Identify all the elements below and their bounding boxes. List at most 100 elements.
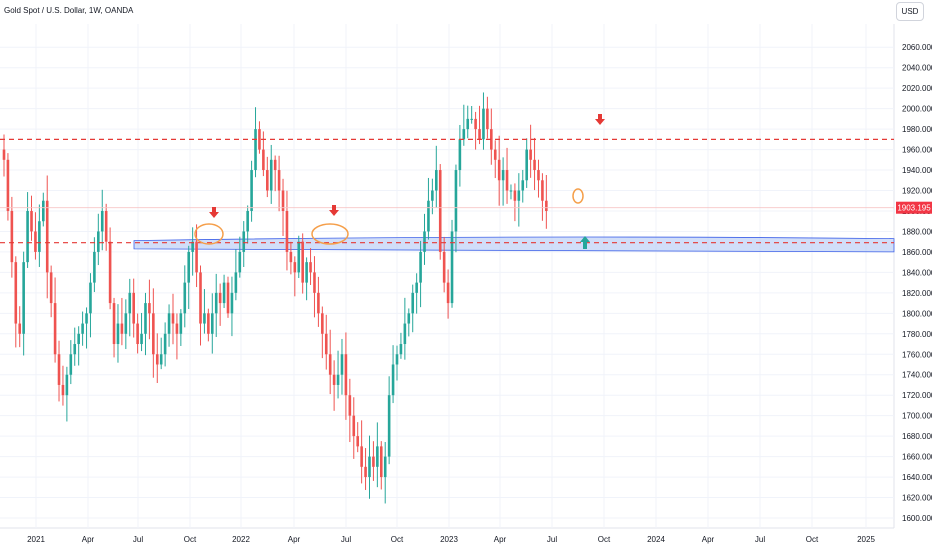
- x-tick-label: 2025: [857, 535, 875, 544]
- candle-body: [277, 170, 281, 191]
- y-tick-label: 1780.000: [902, 330, 932, 339]
- y-tick-label: 2020.000: [902, 84, 932, 93]
- y-tick-label: 1620.000: [902, 494, 932, 503]
- x-tick-label: Apr: [82, 535, 95, 544]
- candle-body: [191, 241, 194, 252]
- x-tick-label: Apr: [288, 535, 301, 544]
- highlight-circle: [311, 223, 349, 245]
- candle-body: [281, 190, 285, 211]
- candle-body: [293, 262, 297, 273]
- candle-body: [309, 262, 312, 273]
- candle-body: [57, 354, 61, 385]
- candle-body: [517, 190, 521, 201]
- candle-body: [541, 180, 544, 201]
- y-tick-label: 1980.000: [902, 125, 932, 134]
- candle-body: [458, 139, 462, 171]
- last-price-label: 1903.195: [897, 204, 931, 213]
- candle-body: [305, 262, 308, 283]
- y-tick-label: 1600.000: [902, 514, 932, 523]
- candle-body: [93, 251, 96, 283]
- candle-body: [207, 313, 210, 334]
- candle-body: [258, 129, 261, 150]
- candle-body: [108, 241, 112, 304]
- x-tick-label: Jul: [341, 535, 351, 544]
- y-tick-label: 1740.000: [902, 371, 932, 380]
- candle-body: [214, 292, 218, 314]
- candle-body: [167, 313, 171, 334]
- candle-body: [179, 313, 183, 334]
- candle-body: [262, 149, 265, 171]
- candle-body: [152, 313, 155, 355]
- candle-body: [6, 159, 10, 211]
- candle-body: [234, 272, 238, 293]
- candle-body: [352, 415, 356, 437]
- y-tick-label: 1860.000: [902, 248, 932, 257]
- candle-body: [273, 159, 277, 171]
- candle-body: [34, 231, 37, 252]
- candle-body: [22, 262, 25, 334]
- candle-body: [466, 118, 470, 130]
- candle-body: [254, 129, 257, 171]
- candle-body: [175, 323, 179, 334]
- annotations-layer: [0, 114, 894, 249]
- candle-body: [42, 200, 45, 222]
- candle-body: [497, 159, 501, 181]
- y-tick-label: 1720.000: [902, 391, 932, 400]
- y-tick-label: 1960.000: [902, 146, 932, 155]
- x-tick-label: Jul: [547, 535, 557, 544]
- x-tick-label: 2022: [232, 535, 250, 544]
- candle-body: [391, 364, 395, 396]
- candle-body: [65, 374, 69, 396]
- candle-body: [301, 241, 304, 283]
- candle-body: [210, 313, 214, 334]
- y-tick-label: 1760.000: [902, 350, 932, 359]
- candle-body: [372, 456, 375, 467]
- candle-body: [321, 313, 324, 334]
- candle-body: [140, 333, 143, 345]
- down-arrow-icon: [329, 205, 339, 216]
- candle-body: [81, 323, 84, 334]
- price-axis[interactable]: 2060.000 2040.000 2020.000 2000.000 1980.000…: [896, 43, 932, 523]
- candle-body: [148, 303, 151, 314]
- candles-layer: [2, 92, 548, 504]
- candle-body: [360, 446, 363, 467]
- x-tick-label: Oct: [598, 535, 611, 544]
- y-tick-label: 2000.000: [902, 105, 932, 114]
- candle-body: [328, 354, 332, 375]
- support-zone: [133, 236, 895, 253]
- candle-body: [53, 303, 57, 355]
- candle-body: [112, 303, 116, 345]
- candle-body: [199, 272, 202, 324]
- candle-body: [10, 210, 14, 263]
- candle-body: [438, 170, 442, 252]
- candle-body: [317, 292, 320, 314]
- candle-body: [490, 129, 493, 150]
- candle-body: [26, 210, 29, 263]
- candle-body: [482, 108, 485, 140]
- candle-body: [521, 180, 525, 191]
- candle-body: [431, 190, 434, 201]
- candle-body: [376, 446, 379, 467]
- candle-body: [454, 170, 458, 232]
- candle-body: [222, 282, 226, 304]
- time-axis[interactable]: 2021 Apr Jul Oct 2022 Apr Jul Oct 2023 Apr Jul Oct 2…: [27, 535, 875, 544]
- y-tick-label: 1820.000: [902, 289, 932, 298]
- candle-body: [411, 292, 415, 314]
- candle-body: [501, 170, 505, 181]
- candle-body: [132, 292, 135, 324]
- currency-button[interactable]: USD: [896, 2, 924, 21]
- candle-body: [537, 170, 540, 181]
- last-price-badge: [896, 201, 932, 214]
- candle-body: [266, 170, 269, 191]
- y-tick-label: 1800.000: [902, 309, 932, 318]
- candle-body: [427, 200, 430, 232]
- candle-body: [387, 395, 391, 457]
- candle-body: [97, 231, 100, 252]
- candle-body: [69, 354, 73, 375]
- candle-body: [100, 210, 104, 232]
- candle-body: [230, 292, 234, 314]
- candle-body: [379, 446, 383, 478]
- x-tick-label: Oct: [806, 535, 819, 544]
- candle-body: [364, 466, 367, 478]
